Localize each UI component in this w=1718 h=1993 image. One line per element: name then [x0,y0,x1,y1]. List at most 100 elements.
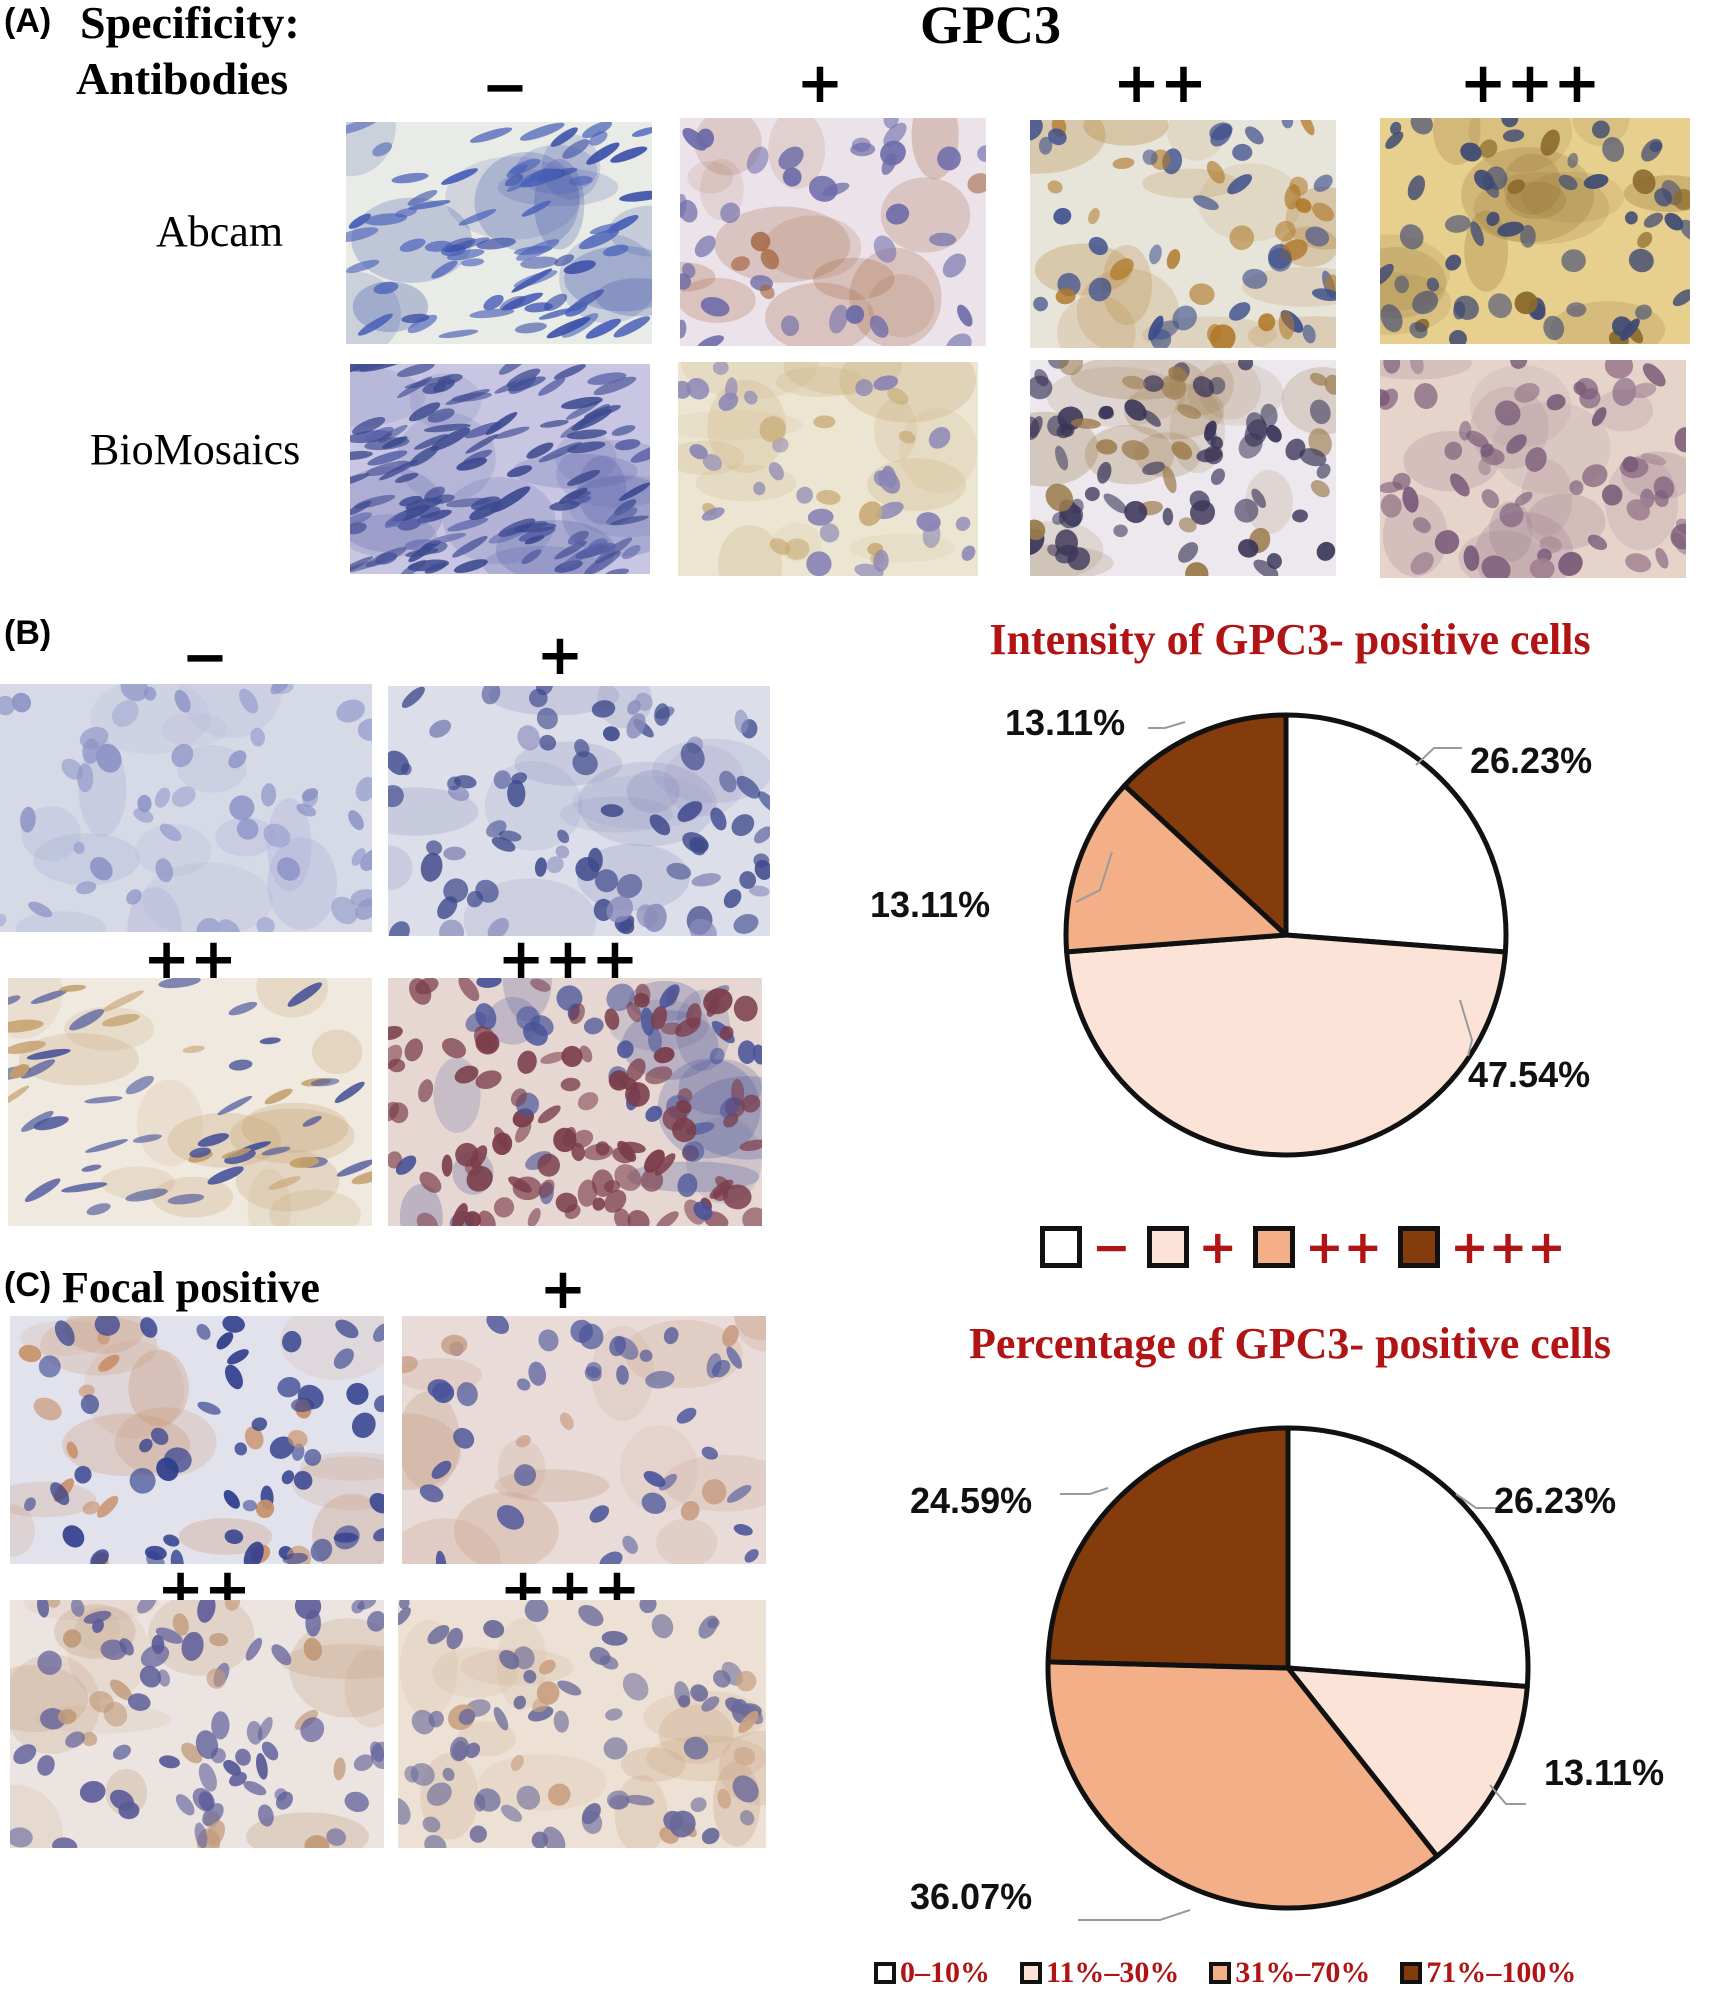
cell-nucleus [304,1448,322,1466]
cell-nucleus [640,1007,655,1036]
stain-region [160,712,228,747]
cell-nucleus [1168,366,1188,383]
cell-nucleus [396,364,435,378]
stain-region [176,744,247,793]
cell-nucleus [9,1063,30,1079]
cell-nucleus [622,1672,649,1701]
cell-nucleus [540,1051,566,1064]
cell-nucleus [1176,404,1202,419]
cell-nucleus [851,137,871,153]
cell-nucleus [261,783,277,807]
cell-nucleus [1453,295,1479,320]
cell-nucleus [197,1133,230,1147]
cell-nucleus [296,803,317,817]
cell-nucleus [582,122,613,139]
cell-nucleus [1390,121,1402,135]
cell-nucleus [344,1791,369,1813]
cell-nucleus [373,281,399,295]
panel-b-grade-plus: + [536,623,584,688]
cell-nucleus [528,1361,547,1386]
cell-nucleus [140,1317,158,1338]
cell-nucleus [1672,289,1690,307]
cell-nucleus [426,1782,452,1806]
cell-nucleus [604,1189,627,1213]
cell-nucleus [630,444,650,463]
cell-nucleus [301,788,319,802]
cell-nucleus [350,889,372,907]
cell-nucleus [458,209,497,226]
cell-nucleus [469,1825,487,1843]
cell-nucleus [585,318,622,339]
cell-nucleus [1611,316,1633,338]
cell-nucleus [8,1085,30,1106]
cell-nucleus [517,1050,537,1074]
cell-nucleus [401,313,430,324]
cell-nucleus [603,244,629,257]
cell-nucleus [519,122,565,141]
stain-region [346,122,396,177]
cell-nucleus [291,1443,305,1461]
cell-nucleus [1238,539,1259,558]
cell-nucleus [557,1680,582,1696]
cell-nucleus [672,1117,697,1143]
cell-nucleus [1672,188,1690,211]
cell-nucleus [62,1525,85,1548]
cell-nucleus [453,1427,475,1449]
cell-nucleus [487,917,509,936]
cell-nucleus [555,845,570,859]
cell-nucleus [367,1611,384,1632]
cell-nucleus [782,167,802,187]
cell-nucleus [346,122,379,135]
cell-nucleus [246,1721,263,1745]
cell-nucleus [353,1754,374,1772]
cell-nucleus [302,1115,322,1127]
cell-nucleus [622,1535,638,1554]
cell-nucleus [257,1804,274,1827]
cell-nucleus [1459,420,1472,441]
cell-nucleus [512,1176,542,1201]
cell-nucleus [1506,434,1527,454]
cell-nucleus [753,481,766,496]
cell-nucleus [717,1788,732,1809]
cell-nucleus [732,1775,759,1803]
cell-nucleus [1479,139,1498,158]
cell-nucleus [516,1006,541,1031]
cell-nucleus [1204,420,1217,441]
cell-nucleus [159,823,182,842]
cell-nucleus [639,1600,657,1614]
cell-nucleus [458,1708,476,1725]
stain-region [432,1647,518,1698]
cell-nucleus [388,750,410,776]
cell-nucleus [127,1693,151,1711]
leader-line [1459,999,1474,1057]
cell-nucleus [443,237,476,253]
cell-nucleus [1558,551,1583,577]
cell-nucleus [1237,360,1254,371]
panel-c-label: (C) [4,1266,52,1304]
cell-nucleus [1624,211,1638,225]
stain-region [268,1189,361,1226]
cell-nucleus [733,1746,756,1766]
cell-nucleus [1316,541,1336,561]
cell-nucleus [433,378,455,393]
cell-nucleus [1285,438,1306,461]
cell-nucleus [739,871,757,889]
cell-nucleus [744,1549,759,1563]
cell-nucleus [713,1670,731,1688]
cell-nucleus [1275,220,1296,242]
cell-nucleus [720,202,741,224]
cell-nucleus [304,1835,330,1848]
cell-nucleus [553,1127,577,1153]
cell-nucleus [1162,507,1174,526]
cell-nucleus [126,889,142,905]
cell-nucleus [1410,552,1434,575]
cell-nucleus [422,1816,441,1833]
cell-nucleus [239,688,259,714]
cell-nucleus [1260,403,1278,427]
cell-nucleus [429,719,452,738]
cell-nucleus [616,874,643,899]
cell-nucleus [1278,310,1295,340]
cell-nucleus [144,1545,167,1561]
cell-nucleus [1185,562,1209,576]
stain-region [512,453,638,489]
